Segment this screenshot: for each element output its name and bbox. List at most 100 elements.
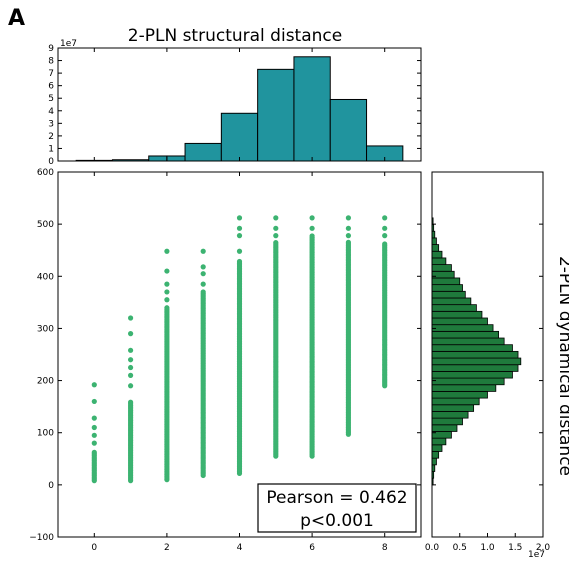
- right-histogram: 0.0 0.5 1.0 1.5 2.0: [425, 171, 551, 553]
- scatter-point: [128, 347, 134, 353]
- scatter-point: [236, 233, 243, 239]
- scatter-point: [309, 233, 315, 239]
- scatter-point: [200, 289, 206, 295]
- top-histogram-ytick-label: 8: [48, 57, 54, 67]
- scatter-point: [345, 233, 351, 239]
- scatter-point: [273, 240, 279, 246]
- scatter-point: [164, 281, 170, 287]
- right-histogram-bar: [431, 377, 505, 386]
- right-histogram-bar: [431, 284, 463, 292]
- right-histogram-bar: [431, 337, 505, 346]
- scatter-ytick-label: 200: [37, 377, 54, 387]
- top-histogram-title: 2-PLN structural distance: [128, 26, 342, 46]
- scatter-xtick-label: 8: [382, 543, 388, 553]
- top-histogram-frame: [57, 47, 422, 162]
- panel-label: A: [8, 6, 26, 31]
- scatter-point: [200, 248, 206, 254]
- top-histogram-ytick-label: 6: [48, 82, 54, 92]
- scatter-point: [382, 233, 388, 239]
- scatter-point: [273, 233, 279, 239]
- right-histogram-bar: [431, 357, 522, 366]
- right-histogram-ylabel: 2-PLN dynamical distance: [555, 256, 569, 476]
- top-histogram-ytick-label: 5: [48, 94, 54, 104]
- scatter-point: [128, 331, 134, 337]
- right-histogram-bar: [431, 451, 440, 459]
- scatter-point: [164, 297, 170, 303]
- scatter-point: [128, 399, 134, 405]
- right-histogram-bar: [431, 391, 488, 399]
- right-histogram-xtick-label: 1.0: [480, 543, 495, 553]
- right-histogram-bar: [431, 264, 452, 272]
- scatter-point: [164, 289, 170, 295]
- right-histogram-xtick-label: 0.5: [453, 543, 467, 553]
- scatter-xtick-label: 0: [91, 543, 97, 553]
- scatter-point: [345, 239, 351, 245]
- scatter-ytick-label: −100: [29, 533, 54, 543]
- scatter-point: [128, 357, 134, 363]
- top-histogram-ytick-label: 0: [48, 157, 54, 167]
- right-histogram-bar: [431, 344, 513, 352]
- top-histogram-bar: [148, 155, 168, 162]
- main-scatter: −100 0 100 200 300 400 500 600 0 2 4 6 8: [29, 168, 421, 553]
- right-histogram-bar: [431, 237, 437, 245]
- top-histogram-bar: [166, 155, 186, 162]
- pearson-label: Pearson = 0.462: [266, 488, 407, 508]
- right-histogram-bar: [431, 257, 447, 266]
- top-histogram-ytick-label: 9: [48, 44, 54, 54]
- stats-box: [257, 483, 417, 533]
- scatter-xtick-label: 4: [237, 543, 243, 553]
- scatter-point: [91, 415, 97, 421]
- scatter-point: [200, 271, 206, 277]
- right-histogram-bar: [431, 384, 497, 392]
- right-histogram-bar: [431, 411, 469, 419]
- scatter-point: [309, 215, 315, 221]
- right-histogram-bar: [431, 277, 461, 286]
- scatter-ytick-label: 600: [37, 168, 54, 178]
- scatter-ytick-label: 100: [37, 429, 54, 439]
- right-histogram-bar: [431, 297, 472, 306]
- top-histogram-bar: [220, 112, 259, 162]
- scatter-point: [236, 225, 243, 231]
- right-histogram-bar: [431, 310, 483, 319]
- right-histogram-bar: [431, 324, 494, 332]
- scatter-point: [236, 248, 243, 254]
- scatter-point: [91, 432, 97, 438]
- scatter-point: [164, 248, 170, 254]
- scatter-point: [128, 383, 134, 389]
- top-histogram-ytick-label: 3: [48, 119, 54, 129]
- right-histogram-bar: [431, 444, 443, 452]
- scatter-point: [128, 372, 134, 378]
- scatter-point: [91, 424, 97, 431]
- right-histogram-bar: [431, 424, 458, 432]
- scatter-point: [128, 315, 134, 321]
- top-histogram-bar: [184, 142, 222, 162]
- right-histogram-bar: [431, 250, 443, 259]
- right-histogram-bar: [431, 417, 463, 426]
- right-histogram-xtick-label: 2.0: [536, 543, 551, 553]
- scatter-ytick-label: 400: [37, 272, 54, 282]
- right-histogram-bar: [431, 290, 466, 299]
- scatter-point: [382, 241, 388, 247]
- top-histogram-bar: [329, 98, 368, 162]
- right-histogram-bar: [431, 370, 513, 379]
- main-scatter-frame: [57, 171, 422, 538]
- pvalue-label: p<0.001: [300, 511, 374, 531]
- scatter-point: [200, 264, 206, 270]
- scatter-point: [236, 215, 243, 221]
- scatter-ytick-label: 300: [37, 324, 54, 334]
- scatter-point: [91, 449, 97, 455]
- scatter-point: [382, 225, 388, 231]
- scatter-point: [309, 225, 315, 231]
- top-histogram-ytick-label: 4: [48, 107, 54, 117]
- right-histogram-xtick-label: 0.0: [425, 543, 440, 553]
- scatter-point: [236, 258, 243, 265]
- scatter-ytick-label: 500: [37, 220, 54, 230]
- right-histogram-bar: [431, 330, 499, 339]
- scatter-point: [345, 225, 351, 231]
- top-histogram-bar: [257, 68, 295, 162]
- scatter-point: [382, 215, 388, 221]
- scatter-point: [91, 440, 97, 446]
- right-histogram-bar: [431, 397, 480, 406]
- top-histogram-offset-label: 1e7: [60, 39, 77, 49]
